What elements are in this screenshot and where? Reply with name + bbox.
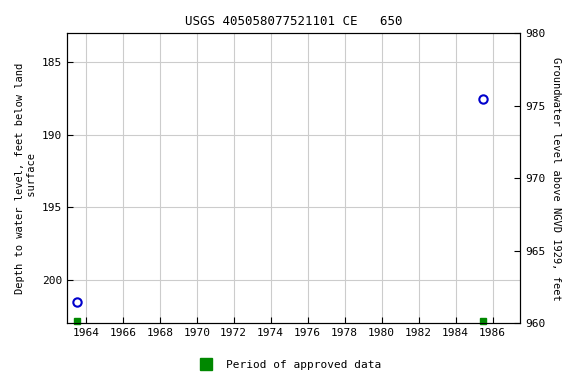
Legend: Period of approved data: Period of approved data [191, 356, 385, 375]
Title: USGS 405058077521101 CE   650: USGS 405058077521101 CE 650 [185, 15, 403, 28]
Y-axis label: Depth to water level, feet below land
 surface: Depth to water level, feet below land su… [15, 63, 37, 294]
Y-axis label: Groundwater level above NGVD 1929, feet: Groundwater level above NGVD 1929, feet [551, 56, 561, 300]
